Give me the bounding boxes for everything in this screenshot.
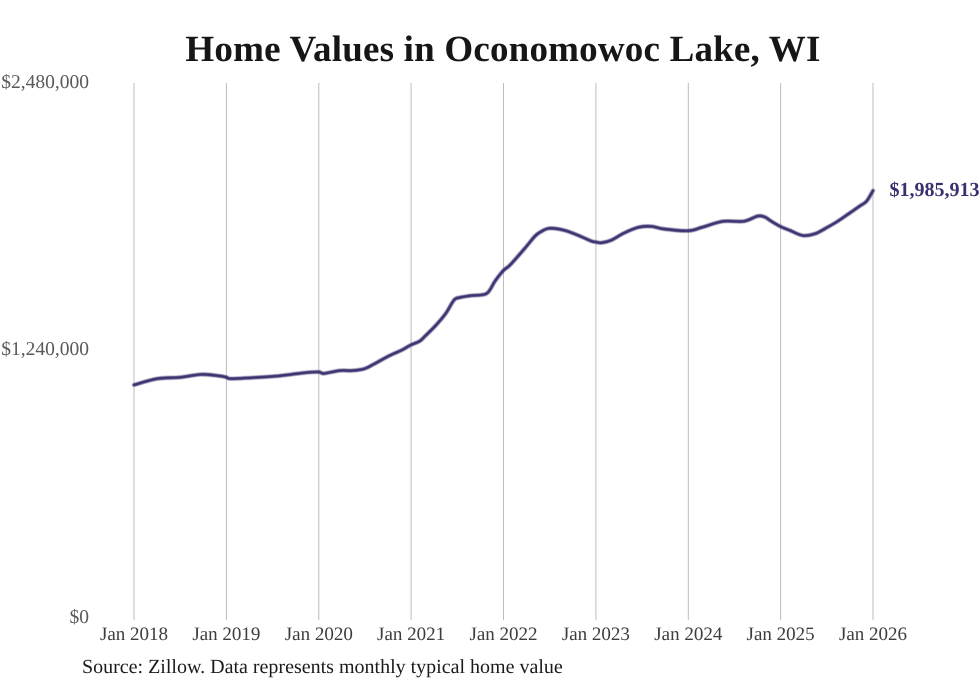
svg-text:Jan 2023: Jan 2023	[562, 624, 630, 645]
svg-text:Jan 2018: Jan 2018	[100, 624, 168, 645]
svg-text:$1,985,913: $1,985,913	[890, 179, 980, 201]
svg-text:Jan 2022: Jan 2022	[469, 624, 537, 645]
svg-text:Jan 2020: Jan 2020	[285, 624, 353, 645]
svg-text:Jan 2019: Jan 2019	[192, 624, 260, 645]
svg-text:$0: $0	[70, 607, 90, 628]
svg-text:Jan 2024: Jan 2024	[654, 624, 723, 645]
svg-text:Jan 2026: Jan 2026	[839, 624, 907, 645]
svg-text:Jan 2025: Jan 2025	[747, 624, 815, 645]
svg-text:$2,480,000: $2,480,000	[1, 72, 89, 93]
svg-text:Jan 2021: Jan 2021	[377, 624, 445, 645]
svg-text:$1,240,000: $1,240,000	[1, 339, 89, 360]
